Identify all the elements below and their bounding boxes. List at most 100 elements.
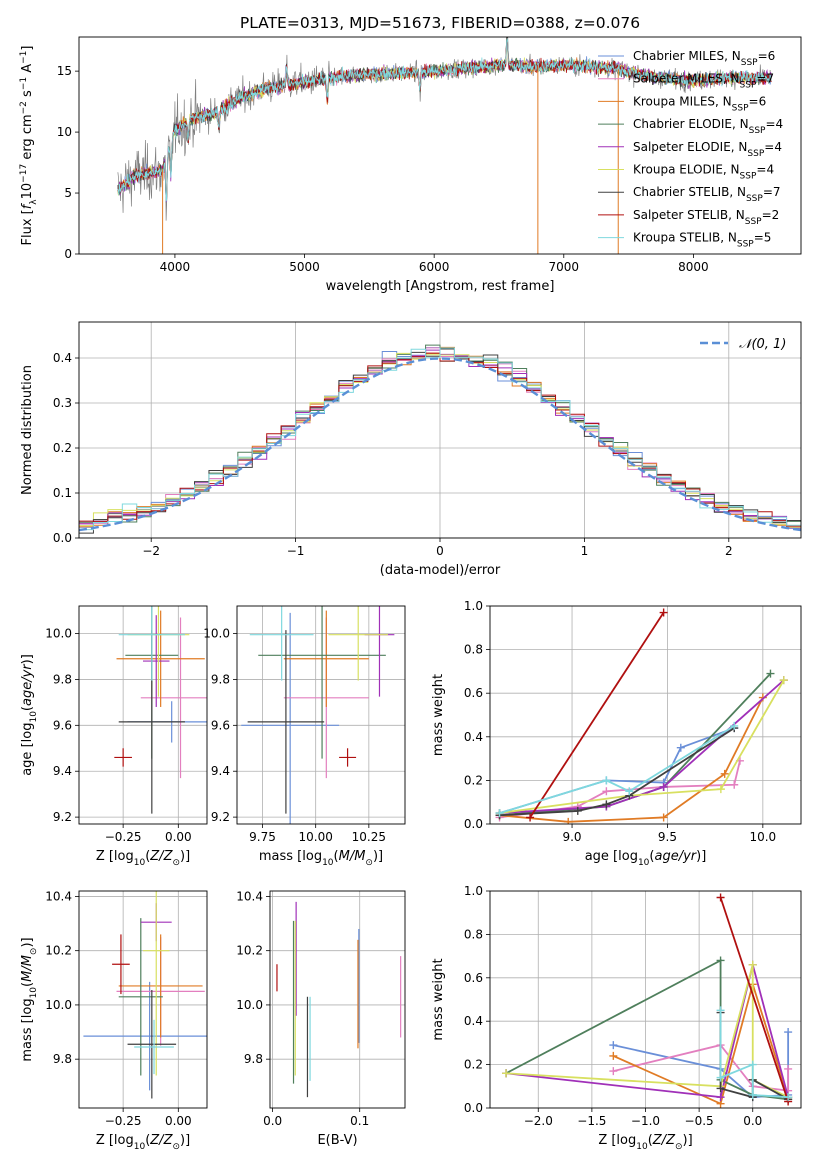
weight-marker [716, 1093, 725, 1102]
age-vs-mass-plot-area [237, 606, 405, 824]
weight-marker [720, 769, 729, 778]
y-tick-label: 0.3 [53, 396, 72, 410]
y-tick-label: 0.6 [464, 971, 483, 985]
y-axis-label: mass [log10(M/M⊙)] [20, 937, 39, 1061]
axes-frame [269, 890, 406, 1109]
weight-series-5 [499, 679, 785, 814]
x-axis-label: Z [log10(Z/Z⊙)] [598, 1133, 692, 1152]
y-tick-label: 0.4 [464, 1014, 483, 1028]
y-tick-label: 0.2 [464, 773, 483, 787]
weight-marker [495, 809, 504, 818]
y-tick-label: 0.4 [464, 730, 483, 744]
mass-vs-Z-panel: −0.25 0.00 9.8 10.0 10.2 10.4 Z [log10(Z/Z⊙)] m… [20, 889, 208, 1152]
x-tick-label: −0.25 [105, 830, 142, 844]
axes-frame [78, 321, 802, 539]
x-tick-label: 1 [581, 544, 589, 558]
weight-marker [502, 1069, 511, 1078]
weight-marker [609, 1041, 618, 1050]
weight-marker [602, 776, 611, 785]
mass-vs-ebv-panel: 0.0 0.1 9.8 10.0 10.2 10.4 E(B-V) [236, 889, 406, 1148]
weight-marker [716, 893, 725, 902]
x-tick-label: 0.00 [165, 830, 192, 844]
weight-vs-Z-panel: −2.0 −1.5 −1.0 −0.5 0.0 0.0 0.2 0.4 0.6 0.8 1.0 Z [… [431, 884, 802, 1152]
x-tick-label: 10.0 [749, 830, 776, 844]
legend-entry-5: Salpeter ELODIE, NSSP=4 [633, 140, 782, 159]
weight-series-9 [499, 725, 735, 814]
weight-marker [748, 1060, 757, 1069]
y-tick-label: 9.6 [211, 718, 230, 732]
weight-vs-age-panel: 9.0 9.5 10.0 0.0 0.2 0.4 0.6 0.8 1.0 age [log10(a… [431, 599, 802, 868]
x-axis-label: Z [log10(Z/Z⊙)] [96, 1133, 190, 1152]
weight-marker [784, 1064, 793, 1073]
x-axis-label: age [log10(age/yr)] [585, 849, 707, 868]
age-vs-Z-plot-area [79, 606, 207, 824]
y-tick-label: 0.0 [464, 817, 483, 831]
x-tick-label: 10.25 [352, 830, 386, 844]
weight-marker [748, 1090, 757, 1099]
weight-series-4 [499, 672, 772, 817]
x-tick-label: −2.0 [524, 1114, 553, 1128]
y-tick-label: 0.1 [53, 486, 72, 500]
y-tick-label: 9.6 [53, 718, 72, 732]
weight-marker [779, 676, 788, 685]
figure-title: PLATE=0313, MJD=51673, FIBERID=0388, z=0… [240, 14, 640, 32]
y-tick-label: 10.2 [45, 944, 72, 958]
y-axis-label: age [log10(age/yr)] [20, 654, 39, 776]
x-axis-label: (data-model)/error [380, 563, 501, 578]
y-tick-label: 15 [57, 64, 72, 78]
x-tick-label: 0.0 [263, 1114, 282, 1128]
axes-frame [489, 605, 802, 825]
weight-marker [716, 956, 725, 965]
y-tick-label: 10.0 [45, 627, 72, 641]
y-tick-label: 10.0 [203, 627, 230, 641]
y-tick-label: 10.0 [236, 998, 263, 1012]
legend-entry-9: Kroupa STELIB, NSSP=5 [633, 231, 771, 250]
residuals-panel: −2 −1 0 1 2 0.0 0.1 0.2 0.3 0.4 (data-model)/error… [20, 321, 802, 578]
weight-series-5 [505, 964, 790, 1099]
spectrum-plot-area [117, 37, 772, 254]
legend-entry-1: Chabrier MILES, NSSP=6 [633, 49, 775, 68]
weight-series-8 [529, 612, 665, 818]
y-tick-label: 0.8 [464, 927, 483, 941]
x-tick-label: −1 [287, 544, 305, 558]
x-tick-label: 7000 [549, 260, 580, 274]
spectrum-legend: Chabrier MILES, NSSP=6 Salpeter MILES, NS… [598, 49, 783, 250]
weight-vs-Z-plot-area [490, 891, 801, 1108]
legend-entry-6: Kroupa ELODIE, NSSP=4 [633, 163, 774, 182]
y-tick-label: 0.6 [464, 686, 483, 700]
weight-marker [659, 813, 668, 822]
weight-marker [716, 1073, 725, 1082]
y-tick-label: 9.2 [211, 810, 230, 824]
axes-frame [489, 890, 802, 1109]
y-tick-label: 0 [64, 247, 72, 261]
weight-marker [716, 785, 725, 794]
y-tick-label: 5 [64, 186, 72, 200]
y-axis-label: mass weight [431, 674, 446, 756]
x-tick-label: −0.25 [105, 1114, 142, 1128]
y-tick-label: 0.8 [464, 643, 483, 657]
weight-marker [659, 608, 668, 617]
x-tick-label: 9.5 [658, 830, 677, 844]
y-tick-label: 9.4 [53, 764, 72, 778]
y-tick-label: 10.4 [236, 889, 263, 903]
legend-entry-8: Salpeter STELIB, NSSP=2 [633, 208, 779, 227]
y-axis-label: mass weight [431, 958, 446, 1040]
x-tick-label: −2 [142, 544, 160, 558]
x-tick-label: 8000 [678, 260, 709, 274]
mass-vs-ebv-plot-area [270, 891, 405, 1108]
x-tick-label: 2 [725, 544, 733, 558]
weight-marker [609, 1067, 618, 1076]
weight-marker [784, 1028, 793, 1037]
y-tick-label: 0.0 [464, 1101, 483, 1115]
weight-marker [609, 1051, 618, 1060]
weight-marker [676, 743, 685, 752]
y-tick-label: 9.8 [211, 672, 230, 686]
y-axis-label: Flux [fλ10−17 erg cm−2 s−1 A−1] [19, 46, 39, 246]
weight-marker [730, 780, 739, 789]
x-tick-label: 0 [436, 544, 444, 558]
axes-frame [236, 605, 406, 825]
y-tick-label: 0.2 [464, 1058, 483, 1072]
spectrum-panel: 4000 5000 6000 7000 8000 0 5 10 15 wavelength [An… [19, 36, 802, 294]
weight-marker [564, 817, 573, 824]
